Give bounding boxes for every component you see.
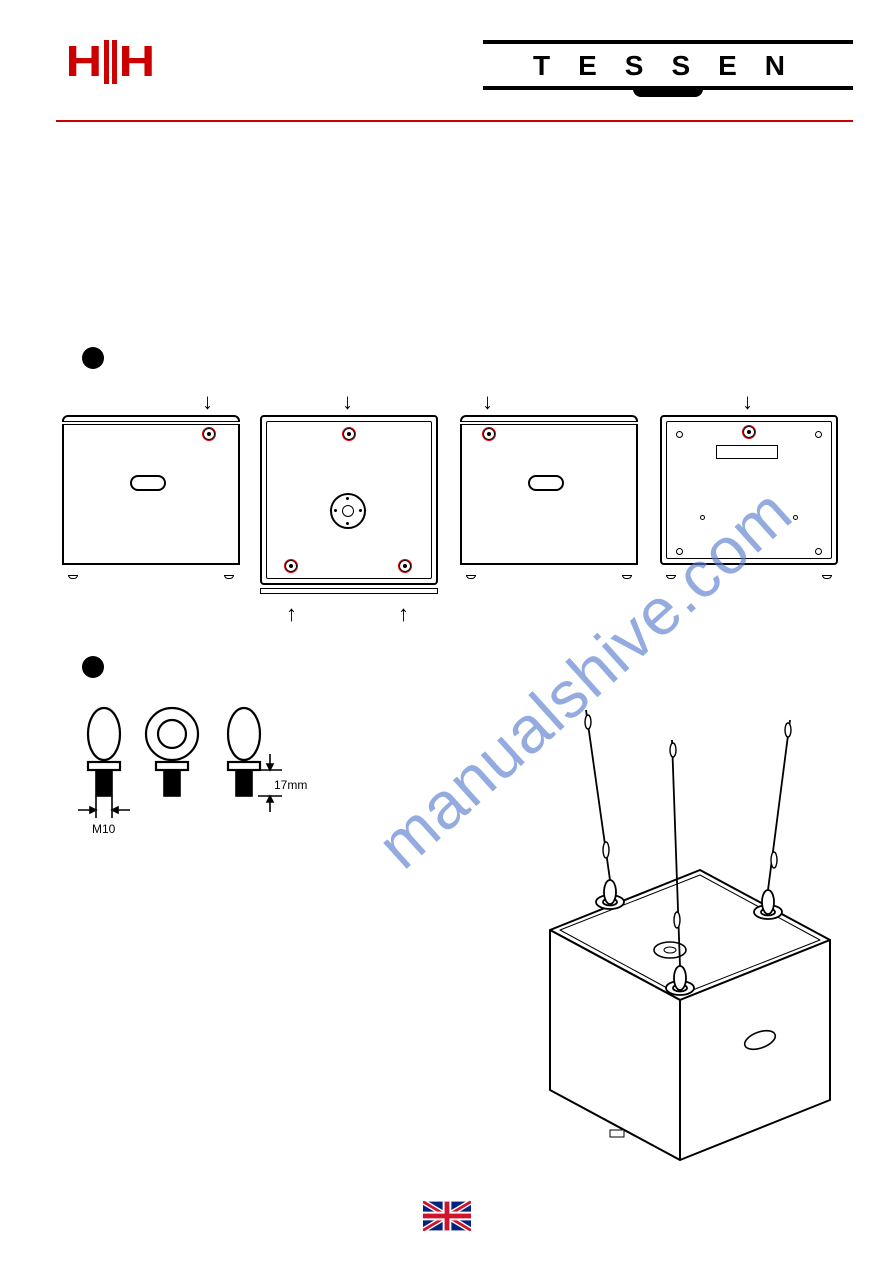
view-side-left: ↓ [62,415,240,575]
brand-text: TESSEN [483,50,853,82]
handle-oval [528,475,564,491]
step-1-bullet [82,347,104,369]
connector-panel [716,445,778,459]
thread-dia-label: M10 [92,822,115,836]
view-top: ↓ ↑ ↑ [260,415,438,590]
brand-rule-bottom [483,86,853,90]
handle-oval [130,475,166,491]
screw-dot [203,428,215,440]
uk-flag-icon [423,1201,471,1231]
step-2-bullet [82,656,104,678]
hh-logo-h-left: H [66,40,103,84]
thread-len-label: 17mm [274,778,307,792]
brand-notch [633,89,703,97]
page-header: H H TESSEN [68,40,853,100]
view-side-right: ↓ [460,415,638,575]
arrow-up-icon: ↑ [398,603,409,625]
arrow-up-icon: ↑ [286,603,297,625]
eyebolt-spec: M10 17mm [72,700,302,850]
header-red-rule [56,120,853,122]
pole-flange [330,493,366,529]
arrow-down-icon: ↓ [342,391,353,413]
arrow-down-icon: ↓ [742,391,753,413]
view-rear: ↓ [660,415,838,575]
brand-block: TESSEN [483,40,853,90]
arrow-down-icon: ↓ [482,391,493,413]
hh-logo-bars [104,40,117,84]
iso-assembly [470,700,850,1180]
brand-rule-top [483,40,853,44]
hh-logo-h-right: H [118,40,155,84]
arrow-down-icon: ↓ [202,391,213,413]
